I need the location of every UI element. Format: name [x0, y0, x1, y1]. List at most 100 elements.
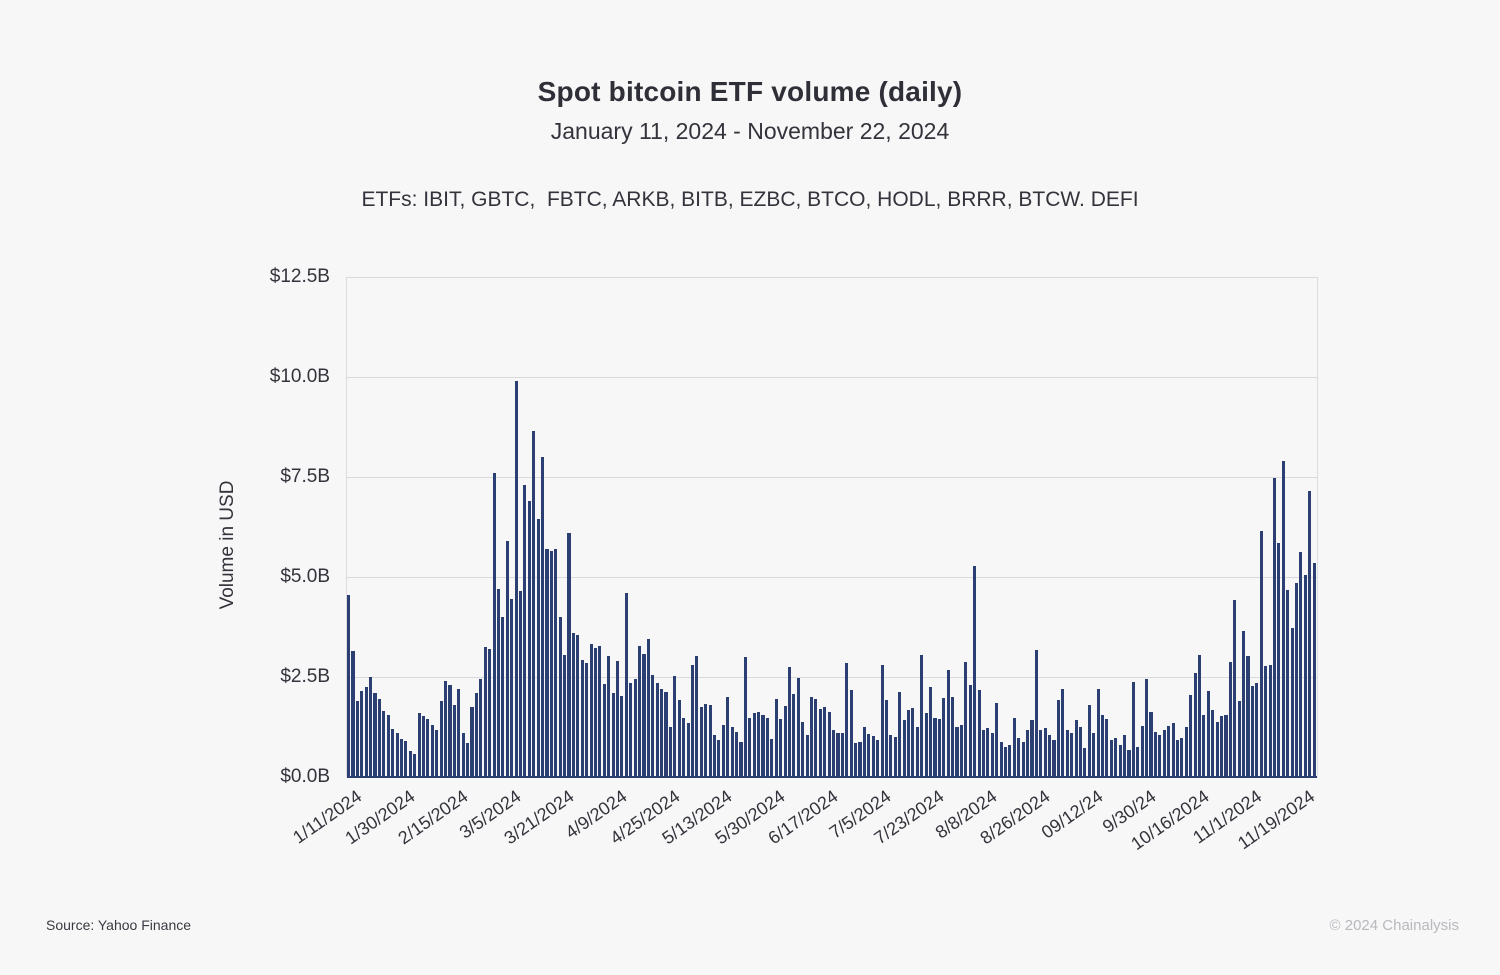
volume-bar — [951, 696, 955, 777]
volume-bar — [1264, 666, 1268, 777]
volume-bar — [624, 592, 628, 777]
volume-bar — [792, 693, 796, 777]
volume-bar — [858, 741, 862, 777]
volume-bar — [1308, 491, 1312, 777]
volume-bar — [1228, 661, 1232, 777]
volume-bar — [1136, 746, 1140, 777]
volume-bar — [1026, 729, 1030, 777]
volume-bar — [1171, 723, 1175, 777]
volume-bar — [1290, 627, 1294, 777]
volume-bar — [1021, 741, 1025, 777]
volume-bar — [1246, 656, 1250, 777]
volume-bar — [699, 706, 703, 777]
volume-bar — [862, 726, 866, 777]
volume-bar — [986, 728, 990, 777]
volume-bar — [1078, 726, 1082, 777]
gridline — [347, 477, 1317, 478]
volume-bar — [1294, 583, 1299, 777]
volume-bar — [809, 697, 814, 777]
volume-bar — [598, 645, 602, 777]
volume-bar — [765, 718, 769, 777]
volume-bar — [488, 649, 492, 777]
volume-bar — [1070, 733, 1074, 777]
volume-bar — [973, 565, 977, 777]
copyright-caption: © 2024 Chainalysis — [1329, 917, 1459, 934]
volume-bar — [1286, 589, 1290, 777]
volume-bar — [1008, 745, 1012, 777]
volume-bar — [452, 705, 456, 777]
volume-bar — [787, 667, 791, 777]
volume-bar — [690, 665, 694, 777]
volume-bar — [730, 726, 734, 777]
volume-bar — [404, 741, 408, 777]
volume-bar — [1149, 711, 1153, 777]
volume-bar — [549, 551, 553, 777]
volume-bar — [708, 705, 712, 777]
volume-bar — [413, 753, 417, 777]
gridline — [347, 277, 1317, 278]
volume-bar — [757, 711, 761, 777]
gridline — [347, 677, 1317, 678]
volume-bar — [677, 700, 681, 777]
volume-bar — [712, 735, 717, 777]
volume-bar — [964, 661, 968, 777]
volume-bar — [382, 711, 386, 777]
y-tick-label: $2.5B — [280, 666, 330, 687]
y-tick-label: $7.5B — [280, 466, 330, 487]
volume-bar — [642, 654, 646, 777]
volume-bar — [545, 549, 549, 777]
volume-bar — [1096, 689, 1100, 777]
volume-bar — [990, 733, 994, 777]
volume-bar — [1189, 695, 1193, 777]
volume-bar — [845, 663, 849, 777]
volume-bar — [955, 726, 959, 777]
volume-bar — [651, 675, 655, 777]
volume-bar — [1180, 738, 1184, 777]
volume-bar — [774, 699, 778, 777]
volume-bar — [735, 731, 739, 777]
volume-bar — [717, 739, 721, 777]
volume-bar — [1030, 719, 1034, 777]
volume-bar — [532, 431, 536, 777]
volume-bar — [1303, 574, 1307, 777]
volume-bar — [1242, 631, 1246, 777]
volume-bar — [576, 635, 580, 777]
volume-bar — [818, 708, 822, 777]
y-tick-label: $10.0B — [269, 366, 330, 387]
volume-bar — [554, 549, 558, 777]
volume-bar — [796, 678, 800, 777]
volume-bar — [1061, 689, 1065, 777]
volume-bar — [1211, 709, 1215, 777]
volume-bar — [646, 639, 650, 777]
volume-bar — [911, 708, 915, 777]
volume-bar — [871, 736, 875, 777]
volume-bar — [386, 715, 390, 777]
volume-bar — [1277, 543, 1281, 777]
volume-bar — [937, 719, 941, 777]
volume-bar — [355, 701, 359, 777]
volume-bar — [801, 721, 805, 777]
volume-bar — [655, 683, 659, 777]
volume-bar — [1003, 746, 1008, 777]
volume-bar — [633, 678, 637, 777]
volume-bar — [492, 473, 496, 777]
volume-bar — [408, 751, 412, 777]
volume-bar — [607, 655, 611, 777]
volume-bar — [373, 693, 377, 777]
volume-bar — [673, 675, 677, 777]
volume-bar — [660, 688, 664, 777]
volume-bar — [854, 743, 858, 777]
volume-bar — [748, 718, 752, 777]
volume-bar — [391, 729, 395, 777]
volume-bar — [417, 713, 421, 777]
volume-bar — [501, 617, 505, 777]
volume-bar — [920, 655, 924, 777]
volume-bar — [999, 741, 1003, 777]
volume-bar — [1224, 715, 1228, 777]
volume-bar — [461, 733, 465, 777]
volume-bar — [1193, 673, 1197, 777]
etf-list-caption: ETFs: IBIT, GBTC, FBTC, ARKB, BITB, EZBC… — [361, 188, 1139, 211]
volume-bar — [536, 519, 540, 777]
volume-bar — [880, 665, 884, 777]
volume-bar — [933, 718, 937, 777]
